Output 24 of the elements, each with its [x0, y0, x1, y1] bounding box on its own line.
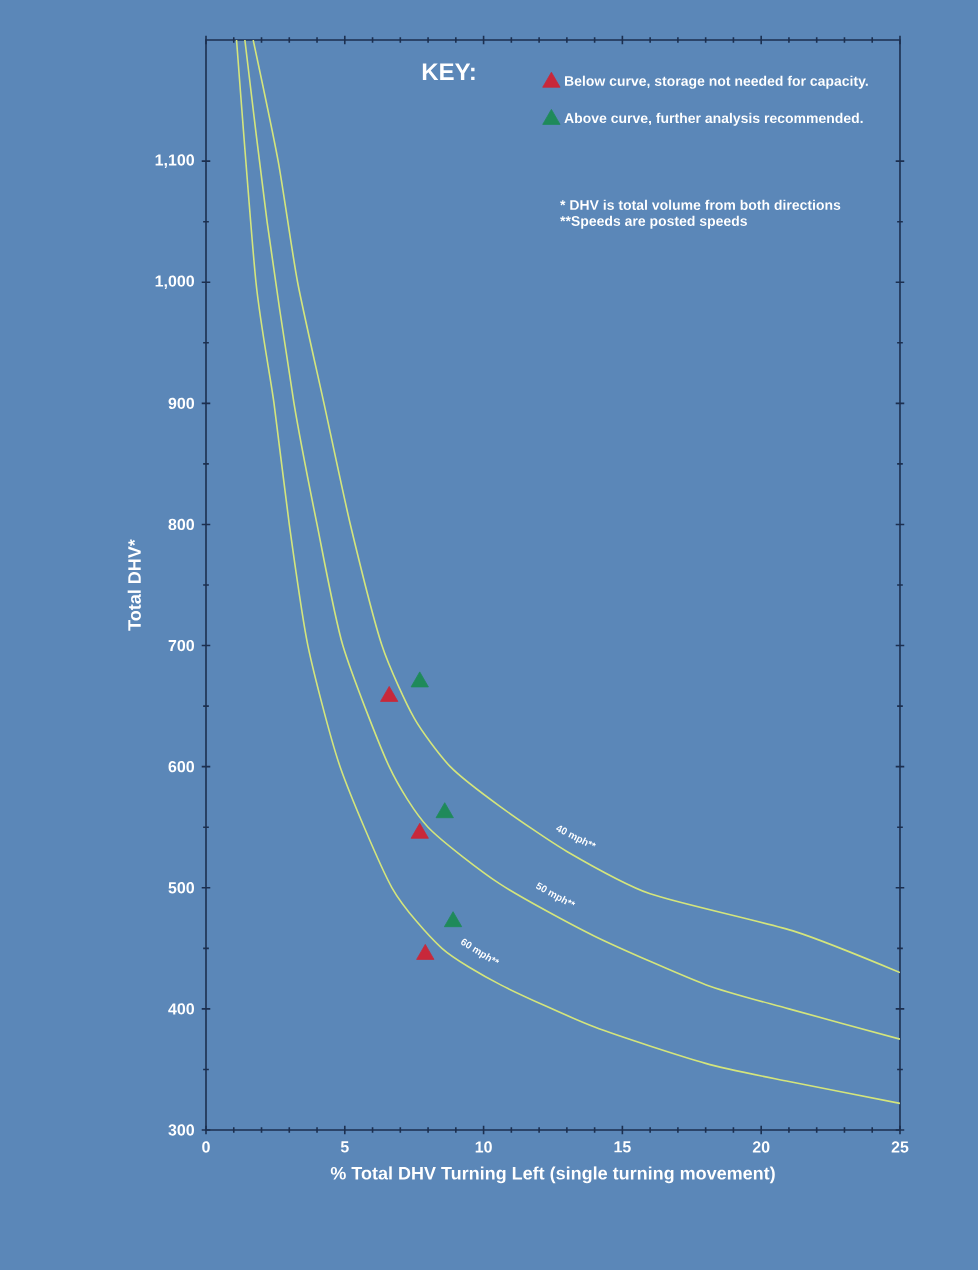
y-tick-label: 300: [168, 1124, 195, 1136]
y-tick-label: 1,100: [155, 154, 195, 168]
y-tick-label: 600: [168, 761, 195, 773]
x-tick-label: 25: [891, 1141, 909, 1153]
y-axis-title: Total DHV*: [127, 539, 141, 631]
legend-title: KEY:: [422, 63, 475, 80]
y-tick-label: 800: [168, 518, 195, 531]
x-tick-label: 0: [202, 1141, 210, 1153]
point: [380, 686, 399, 702]
x-tick-label: 10: [475, 1141, 492, 1153]
x-axis-title: % Total DHV Turning Left (single turning movement): [330, 1166, 775, 1184]
point: [416, 943, 435, 960]
y-tick-label: 500: [168, 882, 195, 894]
y-tick-label: 1,000: [155, 275, 195, 290]
y-tick-label: 900: [168, 397, 195, 410]
y-tick-label: 700: [168, 639, 195, 652]
x-tick-label: 15: [614, 1141, 631, 1153]
point: [410, 671, 429, 688]
point: [435, 802, 454, 819]
x-tick-label: 20: [752, 1141, 770, 1153]
x-tick-label: 5: [340, 1141, 349, 1153]
y-tick-label: 400: [168, 1003, 195, 1015]
point: [410, 822, 429, 839]
point: [443, 911, 463, 928]
